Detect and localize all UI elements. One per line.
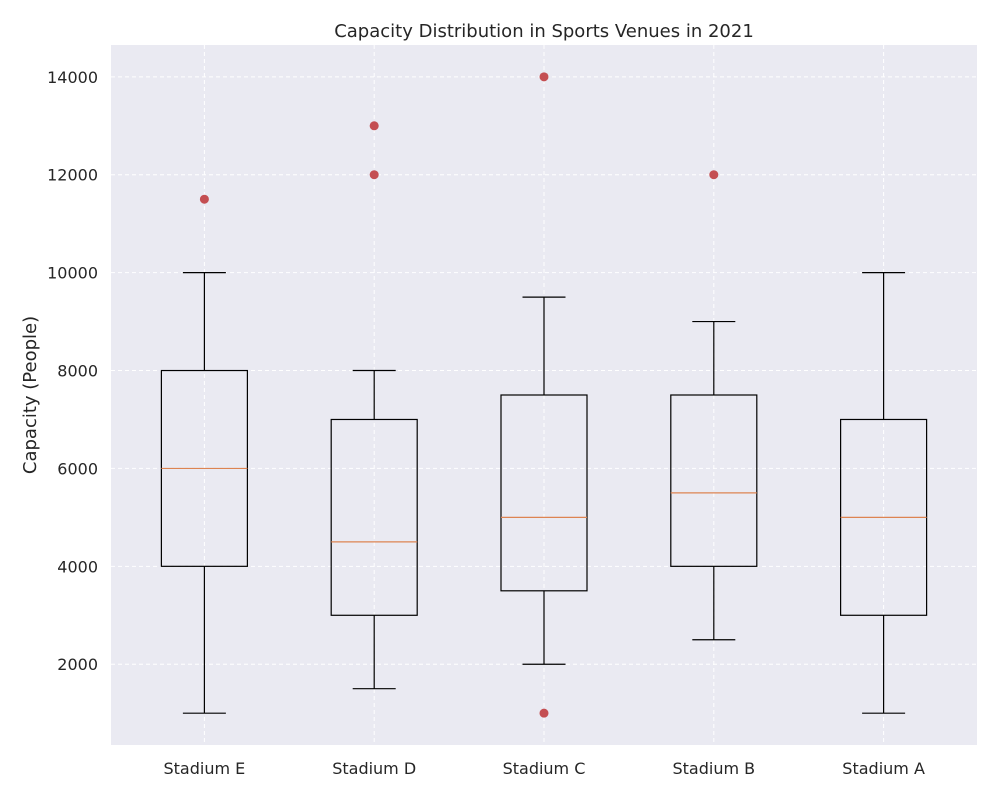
box-group [330, 121, 418, 690]
x-tick-label: Stadium D [332, 759, 416, 778]
tick-labels: 2000 4000 6000 8000 10000 12000 14000 Stadium E… [47, 68, 925, 778]
x-tick-label: Stadium E [164, 759, 246, 778]
box-group [670, 170, 758, 641]
box-group [160, 194, 248, 714]
iqr-box [330, 418, 418, 616]
outlier-point [539, 72, 549, 82]
y-axis-label: Capacity (People) [20, 316, 41, 474]
y-tick-label: 6000 [57, 459, 98, 478]
outlier-point [369, 170, 379, 180]
outlier-point [709, 170, 719, 180]
y-tick-label: 2000 [57, 655, 98, 674]
box-group [840, 272, 928, 714]
x-tick-label: Stadium C [503, 759, 586, 778]
chart-title: Capacity Distribution in Sports Venues i… [334, 21, 754, 42]
x-tick-label: Stadium A [842, 759, 925, 778]
outlier-point [199, 194, 209, 204]
y-tick-label: 10000 [47, 264, 98, 283]
iqr-box [500, 394, 588, 592]
y-tick-label: 12000 [47, 166, 98, 185]
y-tick-label: 4000 [57, 557, 98, 576]
iqr-box [670, 394, 758, 567]
outlier-point [539, 708, 549, 718]
y-tick-label: 14000 [47, 68, 98, 87]
y-tick-label: 8000 [57, 362, 98, 381]
x-tick-label: Stadium B [672, 759, 755, 778]
box-series [160, 72, 928, 718]
box-group [500, 72, 588, 718]
outlier-point [369, 121, 379, 131]
